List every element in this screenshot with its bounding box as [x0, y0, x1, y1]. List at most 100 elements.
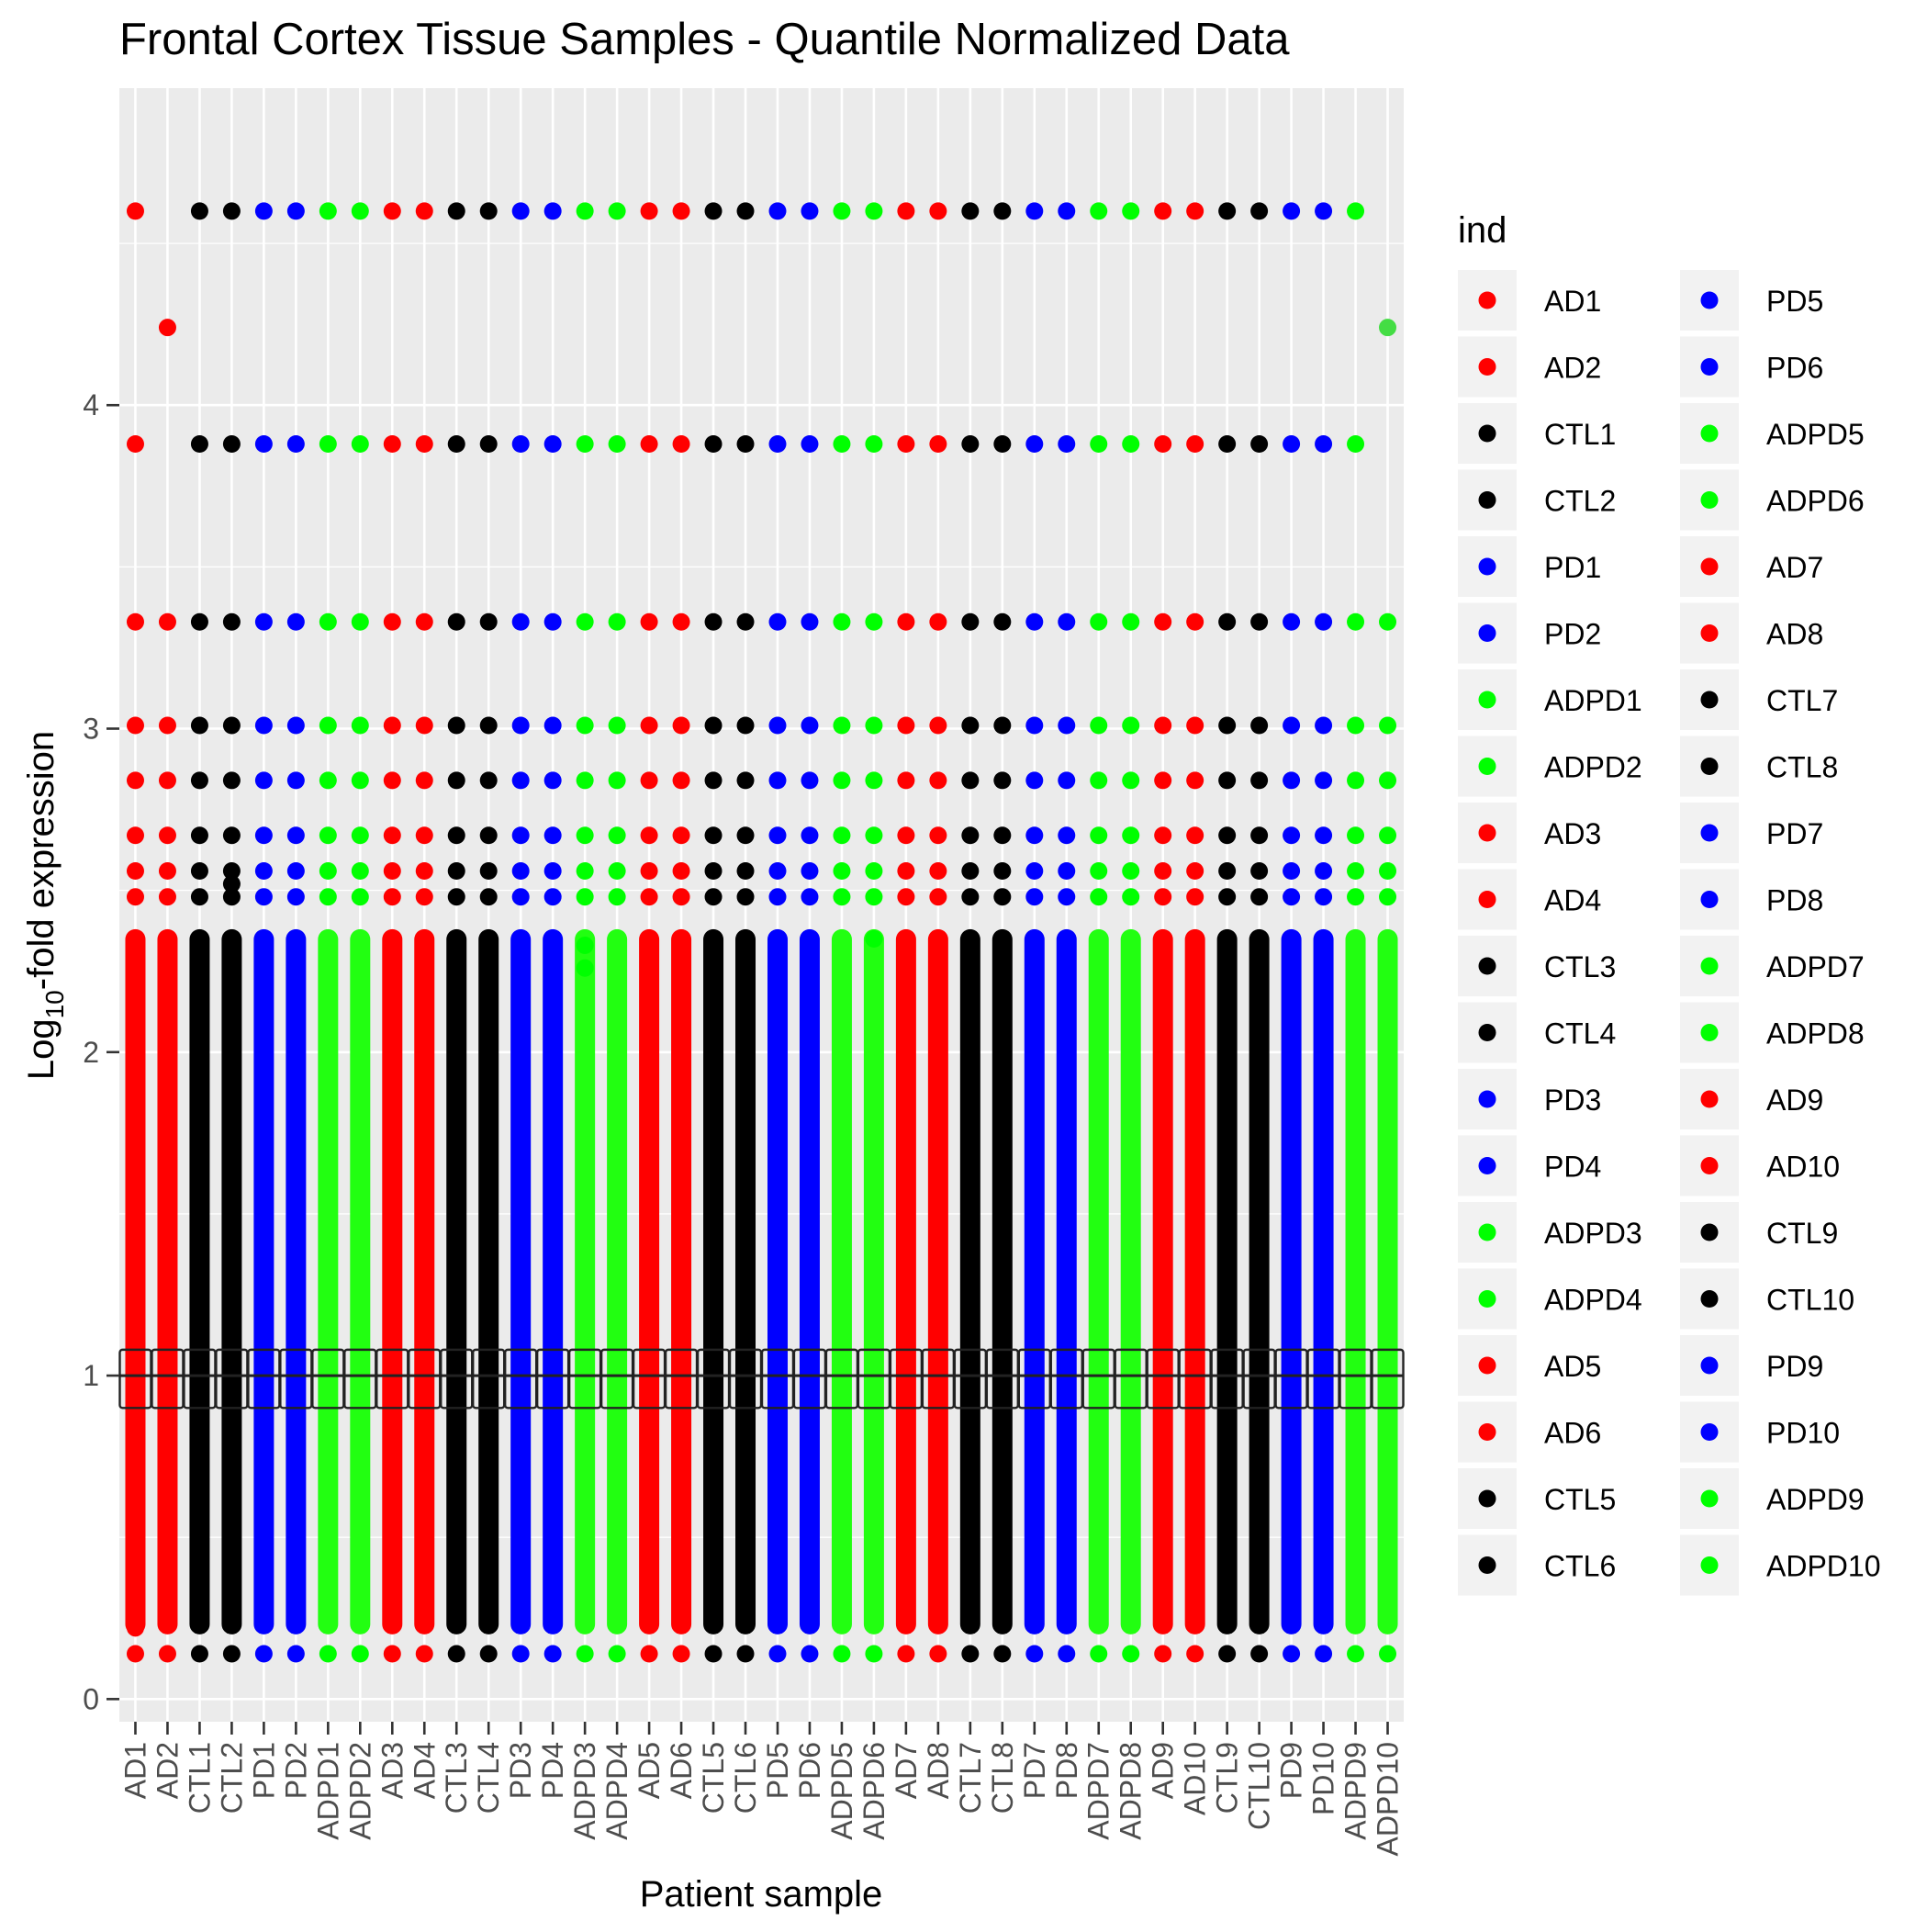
legend-swatch — [1700, 1489, 1719, 1508]
data-point — [447, 888, 465, 906]
data-point — [736, 862, 755, 881]
data-point — [126, 612, 144, 631]
data-point — [286, 202, 305, 220]
data-point — [1315, 435, 1333, 454]
data-point — [929, 888, 947, 906]
data-point — [1186, 1645, 1204, 1663]
data-point — [768, 888, 787, 906]
data-point — [704, 771, 723, 790]
legend-label: PD3 — [1544, 1084, 1601, 1117]
data-point — [768, 612, 787, 631]
sample-band — [575, 928, 596, 1634]
data-point — [801, 1645, 819, 1663]
legend-label: CTL2 — [1544, 485, 1616, 518]
data-point — [768, 1645, 787, 1663]
data-point — [640, 771, 658, 790]
data-point — [383, 826, 401, 845]
data-point — [897, 826, 915, 845]
data-point — [801, 862, 819, 881]
data-point — [1154, 862, 1172, 881]
data-point — [608, 888, 626, 906]
data-point — [1025, 612, 1044, 631]
data-point — [479, 612, 498, 631]
data-point — [929, 612, 947, 631]
data-point — [897, 771, 915, 790]
sample-band — [478, 928, 499, 1634]
data-point — [768, 862, 787, 881]
data-point — [929, 202, 947, 220]
x-tick-label: PD5 — [761, 1742, 794, 1799]
sample-band — [767, 928, 788, 1634]
legend-swatch — [1478, 624, 1496, 642]
data-point — [672, 202, 690, 220]
legend-swatch — [1700, 557, 1719, 576]
data-point — [543, 435, 562, 454]
legend-label: AD6 — [1544, 1417, 1601, 1450]
data-point — [1154, 771, 1172, 790]
data-point — [126, 771, 144, 790]
data-point — [672, 888, 690, 906]
data-point — [254, 612, 273, 631]
data-point — [1379, 612, 1397, 631]
data-point — [736, 888, 755, 906]
data-point — [1186, 862, 1204, 881]
data-point — [1315, 1645, 1333, 1663]
data-point — [1218, 826, 1237, 845]
data-point — [993, 612, 1012, 631]
legend-label: PD8 — [1766, 884, 1823, 917]
data-point — [1122, 862, 1140, 881]
data-point — [383, 1645, 401, 1663]
data-point — [1025, 435, 1044, 454]
sample-band — [221, 928, 242, 1634]
data-point — [1025, 1645, 1044, 1663]
data-point — [640, 612, 658, 631]
data-point — [158, 612, 176, 631]
legend-swatch — [1478, 1223, 1496, 1241]
data-point — [1090, 888, 1108, 906]
data-point — [190, 888, 208, 906]
sample-band — [863, 928, 884, 1634]
data-point — [1122, 771, 1140, 790]
legend-swatch — [1478, 557, 1496, 576]
legend-label: ADPD5 — [1766, 418, 1865, 451]
data-point — [351, 435, 369, 454]
data-point — [929, 862, 947, 881]
legend-swatch — [1478, 758, 1496, 775]
data-point — [576, 826, 594, 845]
legend-label: CTL6 — [1544, 1550, 1616, 1583]
sample-band — [1056, 928, 1077, 1634]
data-point — [1218, 862, 1237, 881]
legend-label: PD6 — [1766, 352, 1823, 385]
data-point — [608, 435, 626, 454]
data-point — [158, 888, 176, 906]
sample-band — [1088, 928, 1109, 1634]
legend-label: PD4 — [1544, 1151, 1601, 1184]
data-point — [1090, 771, 1108, 790]
legend-swatch — [1700, 1024, 1719, 1041]
data-point — [126, 202, 144, 220]
sample-band — [1249, 928, 1270, 1634]
x-tick-label: PD4 — [536, 1742, 569, 1799]
data-point — [1058, 771, 1076, 790]
data-point — [993, 202, 1012, 220]
data-point — [640, 826, 658, 845]
data-point — [319, 435, 337, 454]
data-point — [576, 716, 594, 735]
sample-band — [157, 928, 178, 1634]
data-point — [286, 435, 305, 454]
data-point — [319, 826, 337, 845]
data-point — [319, 612, 337, 631]
data-point — [1058, 1645, 1076, 1663]
data-point — [897, 716, 915, 735]
data-point — [158, 862, 176, 881]
x-tick-label: PD8 — [1050, 1742, 1083, 1799]
data-point — [158, 1645, 176, 1663]
data-point — [576, 435, 594, 454]
legend-swatch — [1478, 491, 1496, 509]
data-point — [479, 771, 498, 790]
data-point — [351, 771, 369, 790]
data-point — [1122, 716, 1140, 735]
data-point — [961, 771, 980, 790]
data-point — [672, 716, 690, 735]
data-point — [1283, 771, 1301, 790]
